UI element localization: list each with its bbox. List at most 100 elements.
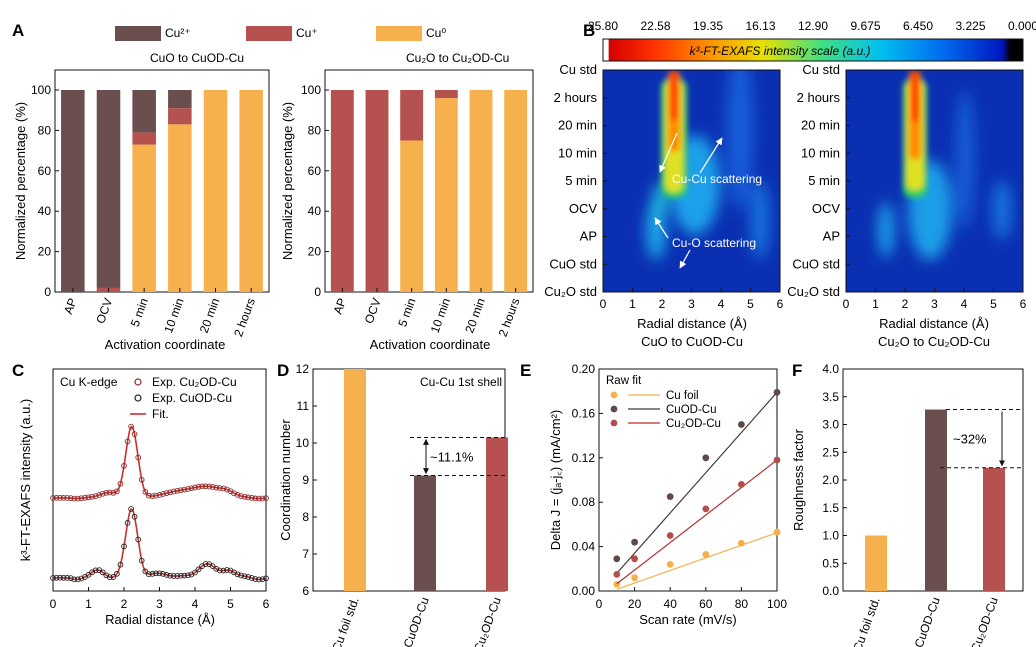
chart-c-point-upper-2: [53, 495, 60, 501]
legend-swatch-cu1plus: [246, 26, 292, 41]
chart-c-point-upper-114: [252, 495, 259, 502]
chart-c-point-lower-70: [174, 573, 181, 579]
chart-c-point-upper-106: [238, 493, 244, 499]
colorbar-tick-2: 19.35: [693, 19, 723, 33]
B1-marks-row-label-0: Cu std: [559, 62, 597, 77]
legend-label-cu2plus: Cu²⁺: [165, 26, 191, 40]
chart-f-ytick-label-6: 3.0: [822, 418, 839, 432]
chart-c-point-lower-48: [135, 536, 142, 543]
chart-c-point-lower-118: [259, 576, 266, 583]
chart-c-point-upper-30: [103, 489, 110, 496]
chart-e-point-2-3: [702, 505, 710, 513]
chart-c-point-upper-56: [149, 493, 156, 499]
A2-marks-bar-1-Cu⁺: [365, 90, 389, 292]
A1-marks-ytick-label-3: 60: [38, 164, 52, 178]
chart-c-point-lower-62: [160, 571, 166, 577]
A1-marks-xtick-label-5: 2 hours: [231, 296, 258, 338]
chart-c-point-upper-62: [160, 491, 166, 497]
chart-c-point-lower-94: [216, 567, 223, 574]
chart-c-point-lower-24: [92, 567, 99, 574]
A1-marks-xtick-label-0: AP: [61, 296, 80, 316]
B2-marks-xtick-label-0: 0: [843, 297, 850, 311]
chart-c-point-upper-94: [216, 485, 223, 491]
chart-c-point-upper-24: [92, 493, 99, 499]
chart-f: 0.0 0.5 1.0 1.5 2.0 2.5 3.0 3.5 4.0 Cu foil std. C…: [791, 362, 1024, 647]
chart-d-xtick-label-0: Cu foil std.: [329, 595, 362, 647]
panel-letter-a: A: [12, 21, 24, 40]
chart-c-point-upper-58: [153, 492, 159, 499]
B2-marks-xtick-label-1: 1: [872, 297, 879, 311]
chart-e-ytick-label-0: 0.00: [572, 584, 596, 598]
heatmap-2: Cu std 2 hours 20 min 10 min 5 min OCV AP CuO s…: [787, 62, 1026, 349]
chart-c-point-upper-90: [209, 484, 216, 490]
chart-c-point-lower-16: [78, 575, 85, 582]
B2-marks-row-label-3: 10 min: [801, 145, 840, 160]
chart-a1-xlabel: Activation coordinate: [105, 337, 226, 352]
chart-c-point-upper-92: [213, 484, 220, 491]
A1-marks-bar-5-Cu⁰: [239, 90, 263, 292]
chart-c-point-upper-118: [259, 495, 266, 502]
A2-marks-xtick-label-1: OCV: [362, 296, 384, 325]
chart-c-point-lower-12: [71, 576, 78, 583]
B1-marks-row-label-7: CuO std: [549, 256, 597, 271]
colorbar-tick-6: 6.450: [903, 19, 933, 33]
chart-c-point-upper-78: [188, 485, 195, 492]
chart-e-xtick-label-1: 20: [628, 597, 642, 611]
chart-c-point-lower-90: [209, 563, 216, 569]
chart-f-ytick-label-0: 0.0: [822, 584, 839, 598]
chart-c-point-lower-112: [248, 575, 255, 581]
chart-c-xtick-label-0: 0: [50, 597, 57, 611]
chart-c-point-lower-0: [50, 575, 56, 581]
chart-d-xtick-label-1: CuOD-Cu: [401, 595, 432, 647]
colorbar: k³-FT-EXAFS intensity scale (a.u.) 25.80…: [588, 19, 1036, 62]
chart-c-point-lower-6: [60, 574, 67, 581]
chart-d-ytick-label-4: 10: [296, 436, 310, 450]
chart-a1-ylabel: Normalized percentage (%): [13, 102, 28, 260]
chart-a2-xlabel: Activation coordinate: [370, 337, 491, 352]
A1-marks-bar-2-Cu⁰: [132, 144, 156, 292]
chart-c-point-upper-70: [174, 487, 181, 494]
chart-c-point-lower-28: [99, 569, 106, 576]
chart-e-xtick-label-5: 100: [767, 597, 787, 611]
B1-marks-xtick-label-5: 5: [747, 297, 754, 311]
panel-letter-d: D: [277, 361, 289, 380]
chart-c-point-upper-12: [71, 495, 78, 502]
chart-c-legend-marker-0: [134, 378, 142, 386]
A2-marks-ytick-label-2: 40: [308, 204, 322, 218]
chart-c-point-upper-84: [199, 483, 205, 490]
B2-marks-row-label-4: 5 min: [808, 173, 840, 188]
chart-c-point-lower-52: [142, 568, 149, 575]
B2-marks-xtick-label-5: 5: [990, 297, 997, 311]
chart-e-point-2-2: [666, 532, 674, 539]
chart-c-point-lower-66: [167, 572, 173, 579]
chart-c-point-upper-22: [89, 493, 95, 500]
A2-marks-bar-2-Cu⁰: [400, 140, 424, 292]
colorbar-label: k³-FT-EXAFS intensity scale (a.u.): [690, 44, 871, 58]
legend-swatch-cu2plus: [115, 26, 161, 41]
chart-c-point-lower-72: [177, 572, 184, 579]
chart-c-point-upper-82: [195, 483, 202, 490]
chart-c-fit-lower: [52, 507, 267, 581]
A1-marks-bar-3-Cu²⁺: [168, 90, 192, 109]
A1-marks-ytick-label-4: 80: [38, 123, 52, 137]
chart-c-point-upper-88: [206, 483, 213, 490]
A2-marks-bar-3-Cu⁺: [434, 90, 458, 99]
chart-c-ylabel: k³-FT-EXAFS intensity (a.u.): [18, 399, 33, 562]
chart-c-legend-label-2: Fit.: [152, 407, 169, 421]
chart-c-point-lower-110: [245, 574, 252, 580]
chart-e-ylabel: Delta J = (jₐ-j꜀) (mA/cm²): [548, 410, 563, 550]
chart-c-xtick-label-5: 5: [227, 597, 234, 611]
chart-f-xtick-label-0: Cu foil std.: [850, 595, 883, 647]
chart-e-legend-title: Raw fit: [606, 375, 642, 387]
chart-c-point-lower-38: [117, 561, 124, 568]
chart-c-point-lower-74: [181, 572, 188, 579]
chart-c-point-lower-40: [121, 543, 127, 550]
chart-c-point-lower-80: [192, 569, 198, 576]
B1-marks-row-label-6: AP: [580, 229, 597, 244]
A2-marks-ytick-label-3: 60: [308, 164, 322, 178]
chart-f-ytick-label-5: 2.5: [822, 445, 839, 459]
chart-c-point-lower-64: [163, 572, 170, 578]
chart-c-xtick-label-3: 3: [156, 597, 163, 611]
chart-e-point-2-1: [631, 555, 638, 563]
